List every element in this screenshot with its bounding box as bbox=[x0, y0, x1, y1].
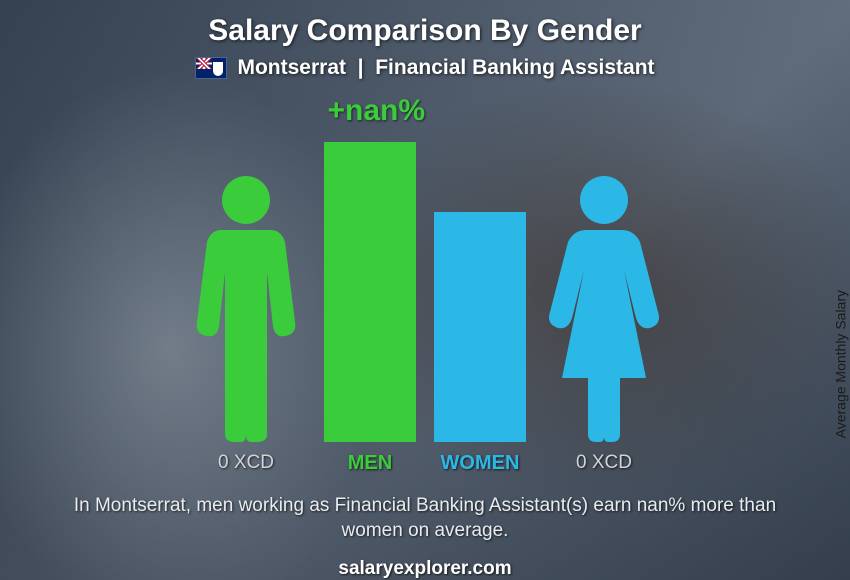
montserrat-flag-icon bbox=[195, 57, 227, 79]
page-title: Salary Comparison By Gender bbox=[208, 14, 641, 48]
men-category-label: MEN bbox=[324, 452, 416, 475]
subtitle-row: Montserrat | Financial Banking Assistant bbox=[195, 56, 654, 80]
women-category-label: WOMEN bbox=[434, 452, 526, 475]
women-value-label: 0 XCD bbox=[544, 452, 664, 475]
y-axis-label: Average Monthly Salary bbox=[832, 290, 848, 438]
male-person-icon bbox=[191, 172, 301, 442]
subtitle-country: Montserrat bbox=[237, 56, 346, 79]
women-pictogram-column bbox=[544, 172, 664, 442]
subtitle-text: Montserrat | Financial Banking Assistant bbox=[237, 56, 654, 80]
men-pictogram-column bbox=[186, 172, 306, 442]
women-bar-column bbox=[434, 212, 526, 442]
women-bar bbox=[434, 212, 526, 442]
caption-text: In Montserrat, men working as Financial … bbox=[65, 493, 785, 544]
labels-row: 0 XCD MEN WOMEN 0 XCD bbox=[145, 452, 705, 475]
percent-difference-label: +nan% bbox=[327, 94, 425, 128]
subtitle-role: Financial Banking Assistant bbox=[375, 56, 654, 79]
men-bar bbox=[324, 142, 416, 442]
men-bar-column bbox=[324, 142, 416, 442]
footer-source: salaryexplorer.com bbox=[338, 558, 511, 580]
men-value-label: 0 XCD bbox=[186, 452, 306, 475]
chart-area: +nan% bbox=[145, 102, 705, 442]
infographic-content: Salary Comparison By Gender Montserrat |… bbox=[0, 0, 850, 580]
female-person-icon bbox=[544, 172, 664, 442]
subtitle-separator: | bbox=[352, 56, 375, 79]
